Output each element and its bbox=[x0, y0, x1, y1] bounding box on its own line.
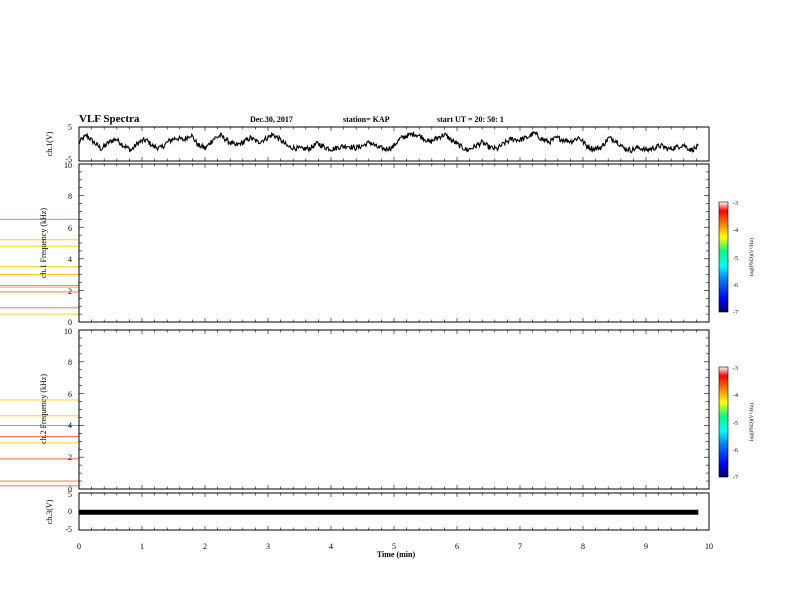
ch1-waveform-panel: 5 -5 ch.1(V) bbox=[45, 123, 710, 164]
ch1-ytick-top: 5 bbox=[68, 123, 72, 132]
ch1-spectrogram-cells bbox=[0, 218, 79, 315]
start-time-label: start UT = 20: 50: 1 bbox=[437, 115, 504, 124]
ch1-waveform-ticks bbox=[78, 127, 710, 161]
figure-title: VLF Spectra bbox=[79, 113, 140, 125]
ch1-waveform-ylabel: ch.1(V) bbox=[45, 131, 54, 156]
station-label: station= KAP bbox=[343, 115, 390, 124]
ch1-waveform-line bbox=[79, 130, 699, 154]
ch1-spectrogram-panel: 0 2 4 6 8 10 ch.1 Frequency (kHz) -3 -4 … bbox=[0, 161, 755, 327]
date-label: Dec.30, 2017 bbox=[250, 115, 293, 124]
ch1-ytick-bottom: -5 bbox=[65, 155, 72, 164]
